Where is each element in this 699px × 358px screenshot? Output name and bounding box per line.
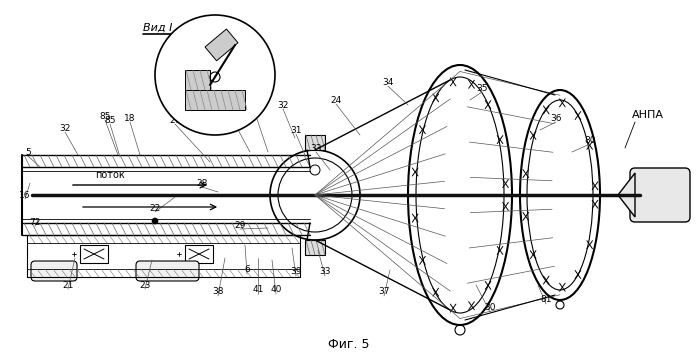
Text: 30: 30 [484, 304, 496, 313]
Text: 21: 21 [62, 281, 73, 290]
Text: 6: 6 [244, 266, 250, 275]
Text: 27: 27 [169, 116, 180, 125]
Text: 28: 28 [196, 179, 208, 188]
Text: 6: 6 [220, 93, 226, 102]
Text: 22: 22 [150, 203, 161, 213]
Text: 37: 37 [378, 287, 390, 296]
Text: 31: 31 [290, 126, 302, 135]
Bar [185, 245, 213, 263]
Text: 33: 33 [319, 267, 331, 276]
Polygon shape [618, 173, 635, 217]
Text: 29: 29 [234, 221, 245, 229]
Bar [185, 90, 245, 110]
Text: 85: 85 [99, 111, 110, 121]
Text: 39: 39 [290, 267, 302, 276]
Text: 41: 41 [252, 285, 264, 295]
FancyBboxPatch shape [31, 261, 77, 281]
Text: 23: 23 [139, 281, 151, 290]
Text: 34: 34 [382, 77, 394, 87]
Text: 24: 24 [331, 96, 342, 105]
Text: 40: 40 [271, 285, 282, 295]
Text: 31: 31 [243, 83, 254, 92]
Circle shape [152, 218, 158, 224]
Text: 72: 72 [29, 218, 41, 227]
Text: АНПА: АНПА [632, 110, 664, 120]
Bar [305, 240, 325, 255]
Text: 80: 80 [584, 135, 596, 145]
Text: 36: 36 [550, 113, 562, 122]
FancyBboxPatch shape [630, 168, 690, 222]
Text: поток: поток [95, 170, 124, 180]
Text: 5: 5 [25, 147, 31, 156]
Text: 32: 32 [59, 124, 71, 132]
Circle shape [155, 15, 275, 135]
Bar [80, 245, 108, 263]
Text: 32: 32 [278, 101, 289, 110]
Text: 16: 16 [20, 190, 31, 199]
Text: Вид I: Вид I [143, 23, 173, 33]
Text: 33: 33 [310, 144, 322, 153]
Text: 35: 35 [476, 83, 488, 92]
FancyBboxPatch shape [136, 261, 199, 281]
Text: Фиг. 5: Фиг. 5 [329, 339, 370, 352]
Text: 38: 38 [212, 287, 224, 296]
Circle shape [621, 188, 635, 202]
Text: 81: 81 [540, 295, 552, 305]
Bar [185, 70, 210, 90]
Text: 85: 85 [104, 116, 116, 125]
Bar [305, 135, 325, 150]
Text: 18: 18 [124, 113, 136, 122]
Bar [205, 29, 238, 61]
